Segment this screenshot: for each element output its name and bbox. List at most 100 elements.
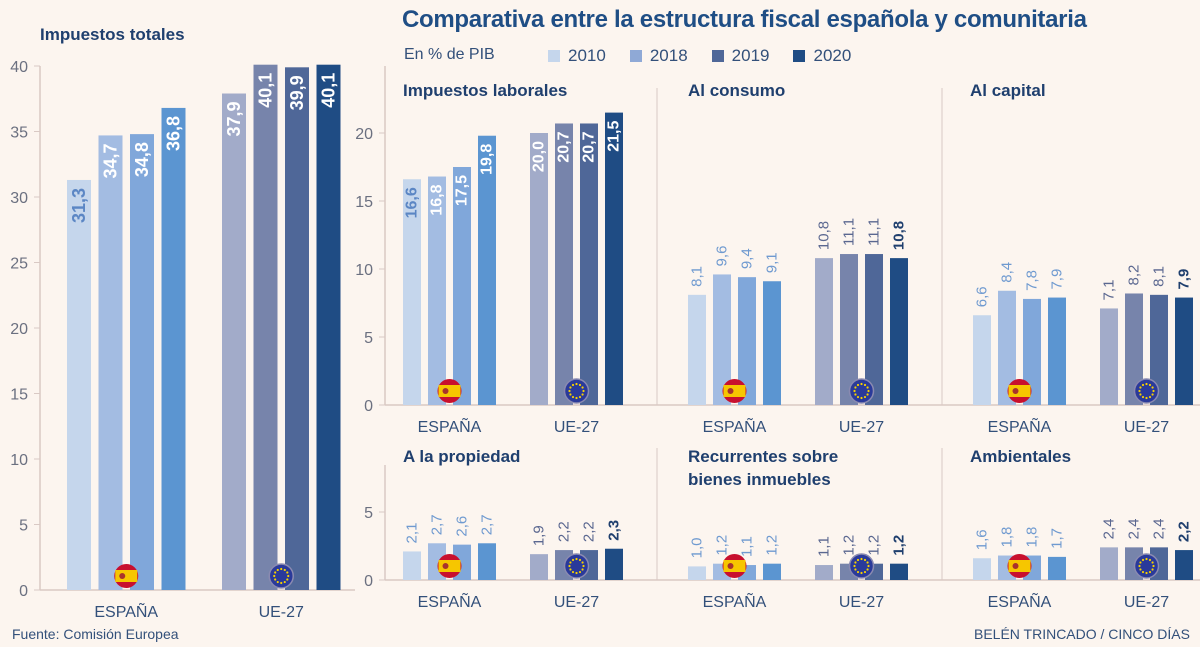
bar-espaa-2010 — [403, 179, 421, 405]
bar-espaa-2018 — [428, 176, 446, 405]
category-label: ESPAÑA — [988, 416, 1052, 436]
eu-star — [1151, 386, 1154, 389]
panel-title: bienes inmuebles — [688, 470, 831, 489]
legend-item-2018: 2018 — [629, 46, 688, 66]
data-label: 34,7 — [101, 143, 121, 178]
eu-star — [1139, 568, 1142, 571]
data-label: 1,2 — [891, 535, 908, 556]
data-label: 1,1 — [816, 536, 833, 557]
eu-star — [1145, 396, 1148, 400]
data-label: 9,6 — [714, 246, 731, 267]
eu-star — [575, 557, 578, 561]
spain-flag-shield — [442, 563, 449, 569]
eu-star — [1141, 558, 1145, 562]
panel-title: Recurrentes sobre — [688, 447, 838, 466]
eu-flag-icon — [848, 553, 875, 579]
eu-star — [578, 570, 582, 574]
y-tick-label: 5 — [19, 518, 28, 535]
bar-ue27-2019 — [1150, 294, 1168, 405]
bar-ue27-2010 — [815, 565, 833, 580]
data-label: 9,1 — [764, 252, 781, 273]
bar-ue27-2019 — [865, 254, 883, 405]
bar-espaa-2020 — [478, 135, 496, 405]
legend-label: 2019 — [731, 46, 770, 65]
panel-title: Impuestos laborales — [403, 81, 567, 100]
category-label: ESPAÑA — [94, 601, 158, 621]
bar-ue27-2010 — [1100, 547, 1118, 580]
data-label: 1,8 — [1024, 527, 1041, 548]
bar-ue27-2019 — [580, 123, 598, 405]
panel-title: Al capital — [970, 81, 1046, 100]
data-label: 2,7 — [479, 514, 496, 535]
eu-star — [1148, 558, 1152, 562]
spain-flag-shield — [1012, 563, 1019, 569]
bar-ue27-2010 — [530, 554, 548, 580]
eu-star — [575, 382, 578, 386]
category-label: ESPAÑA — [418, 591, 482, 611]
legend-item-2020: 2020 — [793, 46, 851, 66]
eu-star — [860, 396, 863, 400]
eu-star — [854, 561, 857, 564]
spain-flag-stripe — [438, 385, 461, 397]
data-label: 7,1 — [1101, 280, 1118, 301]
spain-flag-stripe — [723, 385, 746, 397]
eu-star — [1141, 383, 1145, 387]
bar-ue27-2018 — [1125, 293, 1143, 405]
eu-star — [853, 389, 856, 393]
spain-flag-stripe — [438, 560, 461, 572]
unit-label: En % de PIB — [404, 46, 495, 63]
bar-ue27-2010 — [530, 133, 548, 405]
data-label: 36,8 — [164, 116, 184, 151]
eu-star — [856, 558, 860, 562]
eu-star — [578, 383, 582, 387]
legend-swatch — [548, 50, 560, 62]
eu-star — [1151, 393, 1154, 396]
bar-espaa-2020 — [763, 563, 781, 580]
eu-star — [569, 568, 572, 571]
eu-star — [854, 386, 857, 389]
bar-ue27-2018 — [840, 254, 858, 405]
bar-espaa-2018 — [998, 290, 1016, 405]
data-label: 1,0 — [689, 538, 706, 559]
eu-star — [283, 568, 286, 572]
data-label: 2,2 — [556, 521, 573, 542]
eu-star — [274, 571, 277, 574]
eu-star — [287, 574, 290, 578]
category-label: UE-27 — [259, 604, 304, 621]
data-label: 2,4 — [1151, 519, 1168, 540]
eu-star — [276, 580, 279, 584]
eu-star — [1148, 570, 1152, 574]
data-label: 2,7 — [429, 514, 446, 535]
category-label: UE-27 — [1124, 594, 1169, 611]
data-label: 31,3 — [69, 188, 89, 223]
eu-star — [866, 568, 869, 571]
eu-star — [1148, 395, 1152, 399]
credit: BELÉN TRINCADO / CINCO DÍAS — [973, 626, 1190, 642]
data-label: 40,1 — [256, 73, 276, 108]
y-tick-label: 30 — [10, 190, 28, 207]
bar-ue27-2018 — [555, 123, 573, 405]
data-label: 2,1 — [404, 523, 421, 544]
eu-star — [1152, 389, 1155, 393]
spain-flag-shield — [119, 573, 126, 579]
eu-star — [1145, 382, 1148, 386]
panel-title: Ambientales — [970, 447, 1071, 466]
bar-ue27-2010 — [222, 93, 246, 590]
eu-star — [866, 561, 869, 564]
eu-star — [274, 578, 277, 581]
eu-star — [1148, 383, 1152, 387]
eu-star — [569, 386, 572, 389]
bar-espaa-2019 — [738, 277, 756, 405]
category-label: UE-27 — [1124, 419, 1169, 436]
bar-ue27-2020 — [890, 563, 908, 580]
eu-star — [860, 557, 863, 561]
panel-title: Impuestos totales — [40, 25, 185, 44]
bar-espaa-2010 — [67, 179, 91, 590]
data-label: 40,1 — [319, 73, 339, 108]
data-label: 37,9 — [224, 102, 244, 137]
data-label: 2,2 — [1176, 521, 1193, 542]
eu-star — [582, 389, 585, 393]
eu-star — [856, 570, 860, 574]
eu-star — [1141, 570, 1145, 574]
